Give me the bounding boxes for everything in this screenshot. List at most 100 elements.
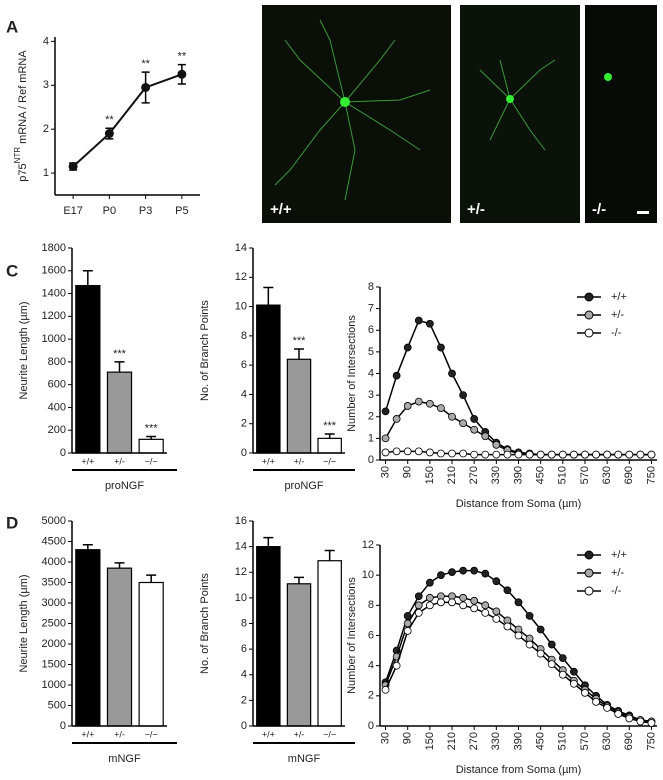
x-tick-label: −/−: [323, 729, 336, 739]
legend-marker: [584, 568, 594, 578]
point: [459, 593, 468, 602]
y-tick-label: 2: [368, 411, 374, 423]
x-tick-label: 750: [645, 466, 657, 484]
point: [481, 450, 490, 459]
point: [437, 571, 445, 580]
y-axis-label: No. of Branch Points: [199, 300, 211, 401]
point: [414, 447, 423, 456]
y-tick-label: 1200: [42, 310, 66, 322]
y-tick-label: 1: [43, 167, 49, 179]
point: [558, 670, 567, 679]
y-tick-label: 10: [235, 592, 247, 604]
x-tick-label: 510: [557, 732, 569, 750]
point: [570, 679, 578, 688]
group-label: mNGF: [108, 753, 141, 765]
x-tick-label: 390: [512, 466, 524, 484]
point: [492, 577, 501, 586]
point: [647, 719, 656, 727]
x-tick-label: 270: [468, 732, 480, 750]
x-tick-label: 510: [557, 466, 569, 484]
y-tick-label: 8: [241, 330, 247, 342]
point: [437, 404, 445, 413]
bar: [75, 549, 101, 727]
x-tick-label: 90: [402, 732, 414, 744]
point: [425, 319, 434, 328]
point: [414, 397, 423, 406]
y-tick-label: 14: [235, 242, 247, 254]
point: [437, 449, 445, 458]
point: [437, 598, 445, 607]
bar: [106, 567, 133, 727]
point: [481, 608, 490, 617]
y-tick-label: 5000: [42, 515, 66, 527]
point: [414, 592, 423, 601]
point: [425, 578, 434, 587]
x-tick-label: +/+: [262, 456, 275, 466]
y-tick-label: 600: [48, 379, 66, 391]
point: [425, 448, 434, 457]
x-tick-label: +/-: [294, 729, 305, 739]
point: [403, 627, 412, 635]
y-tick-label: 4: [43, 35, 49, 47]
micrograph: +/-: [460, 5, 580, 223]
panel-label: D: [6, 513, 18, 532]
x-tick-label: 330: [490, 732, 502, 750]
point: [625, 714, 634, 723]
group-label: mNGF: [288, 753, 321, 765]
y-tick-label: 2500: [42, 617, 66, 629]
point: [392, 447, 401, 456]
point: [403, 447, 412, 456]
y-tick-label: 1: [368, 432, 374, 444]
x-tick-label: 150: [424, 732, 436, 750]
x-tick-label: 630: [601, 466, 613, 484]
point: [459, 566, 468, 575]
x-tick-label: 690: [623, 732, 635, 750]
y-tick-label: 12: [362, 539, 374, 551]
point: [492, 607, 501, 616]
bar: [286, 358, 312, 454]
x-tick-label: −/−: [323, 456, 336, 466]
x-tick-label: 150: [424, 466, 436, 484]
y-tick-label: 12: [235, 566, 247, 578]
image-label: +/-: [467, 201, 485, 218]
point: [570, 450, 578, 459]
x-tick-label: +/+: [262, 729, 275, 739]
point: [636, 717, 645, 726]
bar: [286, 583, 312, 727]
bar: [75, 284, 101, 454]
panel-label: A: [6, 17, 18, 36]
y-tick-label: 6: [368, 629, 374, 641]
y-tick-label: 1400: [42, 287, 66, 299]
point: [381, 448, 390, 457]
y-tick-label: 4000: [42, 556, 66, 568]
x-tick-label: 90: [402, 466, 414, 478]
annotation: ***: [145, 422, 159, 434]
x-tick-label: 630: [601, 732, 613, 750]
y-tick-label: 4: [241, 388, 247, 400]
point: [459, 391, 468, 400]
error-bar: [146, 574, 157, 583]
point: [104, 129, 114, 139]
y-label-part: mRNA / Ref mRNA: [17, 50, 29, 147]
bar: [106, 371, 133, 454]
y-tick-label: 200: [48, 424, 66, 436]
y-tick-label: 1600: [42, 265, 66, 277]
point: [514, 631, 523, 640]
point: [403, 611, 412, 620]
y-tick-label: 400: [48, 401, 66, 413]
y-tick-label: 7: [368, 303, 374, 315]
legend-marker: [584, 550, 594, 560]
point: [448, 369, 456, 378]
x-tick-label: E17: [63, 205, 83, 217]
point: [592, 697, 600, 706]
x-tick-label: P0: [103, 205, 116, 217]
point: [470, 596, 479, 605]
point: [470, 450, 479, 459]
y-tick-label: 8: [368, 281, 374, 293]
y-tick-label: 4: [368, 660, 374, 672]
point: [481, 569, 490, 578]
y-tick-label: 6: [241, 643, 247, 655]
y-axis-label: No. of Branch Points: [199, 573, 211, 674]
x-tick-label: 270: [468, 466, 480, 484]
bar: [138, 581, 164, 727]
